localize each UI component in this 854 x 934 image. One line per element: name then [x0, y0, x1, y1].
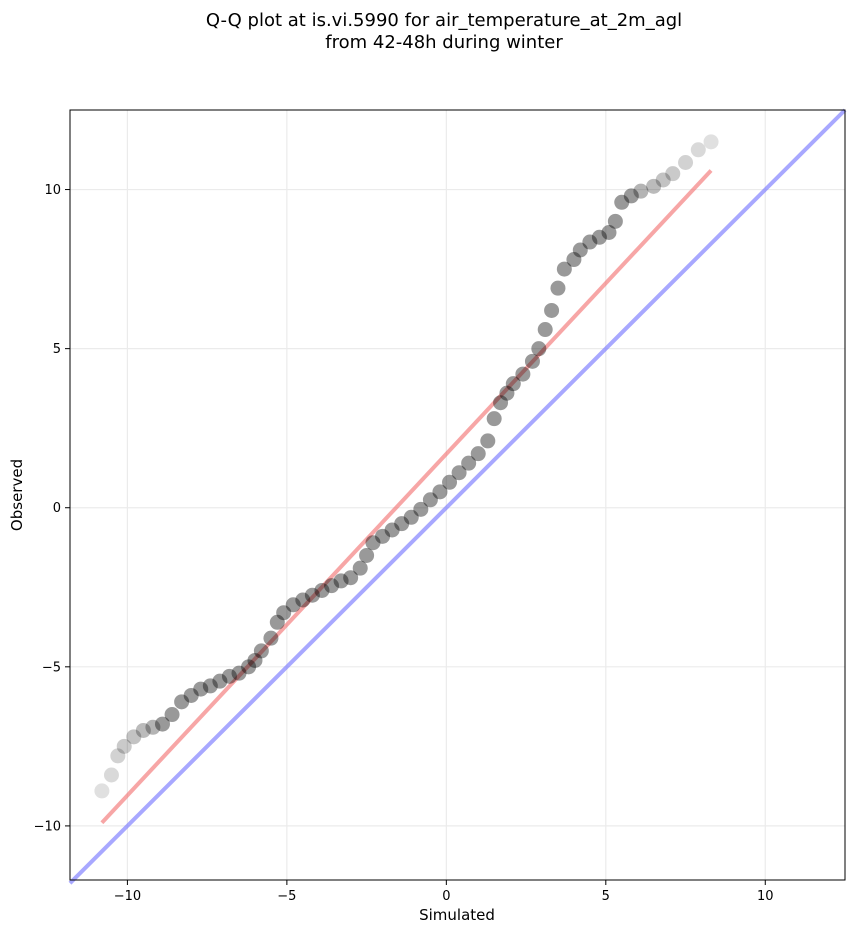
quantile-point [646, 178, 662, 194]
quantile-point [678, 155, 694, 170]
y-tick-label: 0 [53, 501, 61, 516]
quantile-point [665, 166, 681, 182]
quantile-point [537, 322, 553, 338]
quantile-point [556, 261, 572, 277]
quantile-point [110, 748, 126, 764]
quantile-point [572, 242, 588, 258]
quantile-point [582, 234, 598, 250]
quantile-point [442, 474, 458, 490]
quantile-point [193, 681, 209, 697]
quantile-point [422, 492, 438, 508]
quantile-point [524, 353, 540, 369]
x-tick-label: −10 [114, 889, 141, 904]
quantile-point [486, 411, 502, 427]
quantile-point [531, 341, 547, 357]
quantile-point [94, 783, 110, 799]
quantile-point [493, 395, 509, 411]
quantile-point [413, 501, 429, 517]
reference-lines [68, 108, 847, 885]
quantile-point [607, 213, 623, 229]
quantile-point [304, 587, 320, 603]
quantile-point [403, 509, 419, 525]
y-ticks: −10 −5 0 5 10 [34, 183, 70, 834]
quantile-point [365, 535, 381, 551]
y-axis-label: Observed [8, 459, 26, 531]
quantile-point [164, 707, 180, 723]
quantile-point [451, 465, 467, 481]
quantile-point [499, 385, 515, 401]
quantile-point [212, 673, 228, 689]
quantile-points [94, 134, 719, 799]
quantile-point [480, 433, 496, 449]
grid [70, 110, 845, 880]
quantile-point [183, 687, 199, 703]
quantile-point [690, 142, 706, 158]
chart-title-line-1: Q-Q plot at is.vi.5990 for air_temperatu… [206, 10, 682, 31]
quantile-point [623, 188, 639, 204]
quantile-point [432, 484, 448, 500]
quantile-point [566, 252, 582, 268]
x-tick-label: 10 [757, 889, 774, 904]
quantile-point [241, 659, 257, 675]
y-tick-label: 10 [44, 183, 61, 198]
quantile-point [269, 614, 285, 630]
quantile-point [145, 719, 161, 735]
quantile-point [384, 522, 400, 538]
quantile-point [515, 366, 531, 382]
chart-title-line-2: from 42-48h during winter [325, 32, 563, 53]
quantile-point [333, 573, 349, 589]
quantile-point [461, 455, 477, 471]
y-tick-label: −10 [34, 819, 61, 834]
quantile-point [202, 678, 218, 694]
quantile-point [375, 528, 391, 544]
quantile-point [703, 134, 719, 150]
quantile-point [103, 767, 119, 783]
quantile-point [276, 605, 292, 621]
quantile-point [544, 302, 560, 318]
quantile-point [470, 446, 486, 462]
quantile-point [314, 582, 330, 598]
quantile-point [135, 722, 151, 738]
quantile-point [591, 229, 607, 245]
x-tick-label: 0 [442, 889, 450, 904]
identity-line [68, 108, 847, 885]
x-tick-label: −5 [277, 889, 296, 904]
quantile-point [633, 183, 649, 199]
quantile-point [505, 376, 521, 392]
fit-line [100, 169, 713, 825]
quantile-point [343, 570, 359, 586]
quantile-point [126, 729, 142, 745]
x-tick-label: 5 [602, 889, 610, 904]
x-axis-label: Simulated [419, 906, 495, 924]
quantile-point [154, 716, 170, 732]
quantile-point [247, 652, 263, 668]
quantile-point [394, 516, 410, 532]
plot-frame [69, 109, 846, 881]
quantile-point [174, 694, 190, 710]
y-tick-label: −5 [42, 660, 61, 675]
quantile-point [601, 225, 617, 240]
quantile-point [285, 597, 301, 613]
quantile-point [221, 668, 237, 684]
quantile-point [231, 665, 247, 681]
quantile-point [324, 578, 340, 594]
quantile-point [295, 592, 311, 608]
quantile-point [116, 738, 132, 754]
y-tick-label: 5 [53, 342, 61, 357]
quantile-point [655, 172, 671, 188]
quantile-point [550, 280, 566, 296]
quantile-point [359, 547, 375, 563]
quantile-point [352, 560, 368, 576]
quantile-point [614, 194, 630, 210]
quantile-point [253, 643, 269, 659]
x-ticks: −10 −5 0 5 10 [114, 880, 774, 904]
quantile-point [263, 630, 279, 646]
